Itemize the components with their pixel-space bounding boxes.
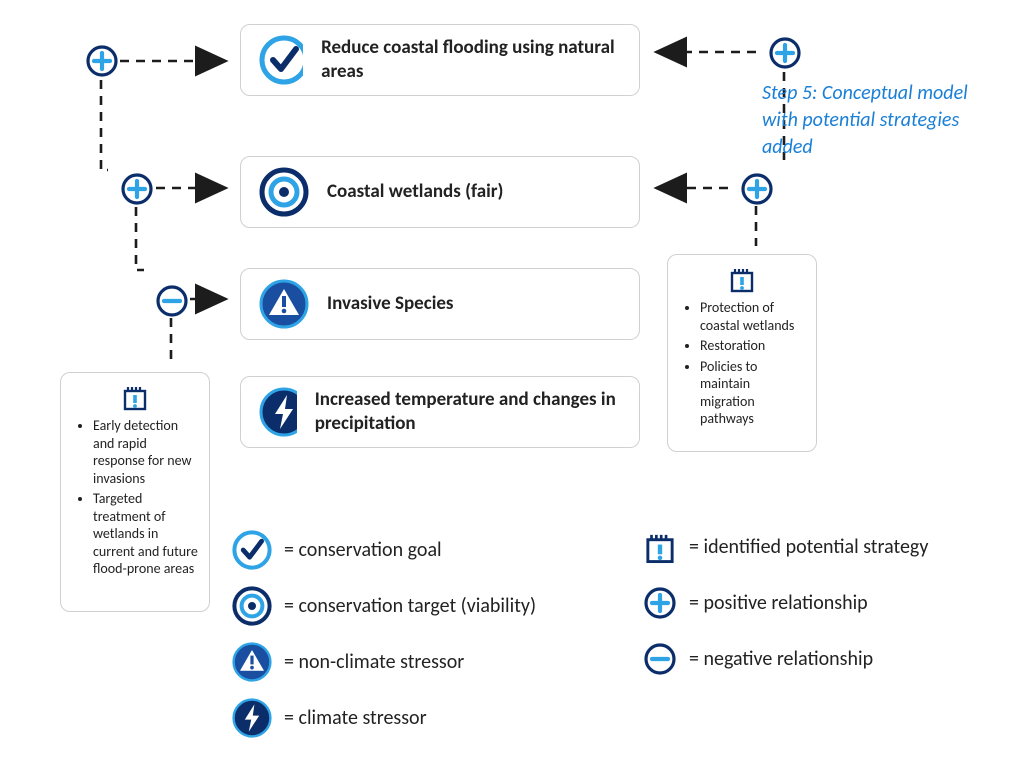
check-icon <box>232 530 272 570</box>
bolt-icon <box>232 698 272 738</box>
list-item: Protection of coastal wetlands <box>700 299 806 334</box>
legend-label: = climate stressor <box>284 706 427 730</box>
strategy-list: Early detection and rapid response for n… <box>71 417 199 578</box>
node-climate-stressor: Increased temperature and changes in pre… <box>240 376 640 448</box>
legend-label: = negative relationship <box>689 647 873 671</box>
node-conservation-goal: Reduce coastal flooding using natural ar… <box>240 24 640 96</box>
notepad-icon <box>121 383 149 411</box>
legend-row: = positive relationship <box>643 586 868 620</box>
list-item: Policies to maintain migration pathways <box>700 358 806 428</box>
step-caption: Step 5: Conceptual model with potential … <box>762 80 972 161</box>
bolt-icon <box>259 387 297 437</box>
alert-icon <box>259 279 309 329</box>
legend-row: = climate stressor <box>232 698 427 738</box>
notepad-icon <box>643 530 677 564</box>
legend-label: = positive relationship <box>689 591 868 615</box>
legend-row: = negative relationship <box>643 642 873 676</box>
list-item: Early detection and rapid response for n… <box>93 417 199 487</box>
node-label: Invasive Species <box>327 292 454 316</box>
bullseye-icon <box>259 167 309 217</box>
legend-label: = conservation target (viability) <box>284 594 536 618</box>
legend-row: = conservation goal <box>232 530 442 570</box>
legend-label: = identified potential strategy <box>689 535 928 559</box>
node-conservation-target: Coastal wetlands (fair) <box>240 156 640 228</box>
legend-label: = non-climate stressor <box>284 650 464 674</box>
node-label: Reduce coastal flooding using natural ar… <box>321 36 621 84</box>
strategy-box-left: Early detection and rapid response for n… <box>60 372 210 612</box>
plus-icon <box>643 586 677 620</box>
strategy-list: Protection of coastal wetlands Restorati… <box>678 299 806 428</box>
plus-icon <box>740 172 774 206</box>
list-item: Restoration <box>700 337 806 355</box>
list-item: Targeted treatment of wetlands in curren… <box>93 490 199 578</box>
legend-row: = identified potential strategy <box>643 530 928 564</box>
minus-icon <box>643 642 677 676</box>
bullseye-icon <box>232 586 272 626</box>
alert-icon <box>232 642 272 682</box>
plus-icon <box>85 44 119 78</box>
plus-icon <box>120 172 154 206</box>
notepad-icon <box>728 265 756 293</box>
check-icon <box>259 35 303 85</box>
legend-row: = non-climate stressor <box>232 642 464 682</box>
minus-icon <box>155 284 189 318</box>
node-label: Increased temperature and changes in pre… <box>315 388 621 436</box>
legend-row: = conservation target (viability) <box>232 586 536 626</box>
plus-icon <box>768 36 802 70</box>
strategy-box-right: Protection of coastal wetlands Restorati… <box>667 254 817 452</box>
node-label: Coastal wetlands (fair) <box>327 180 503 204</box>
node-nonclimate-stressor: Invasive Species <box>240 268 640 340</box>
legend-label: = conservation goal <box>284 538 442 562</box>
